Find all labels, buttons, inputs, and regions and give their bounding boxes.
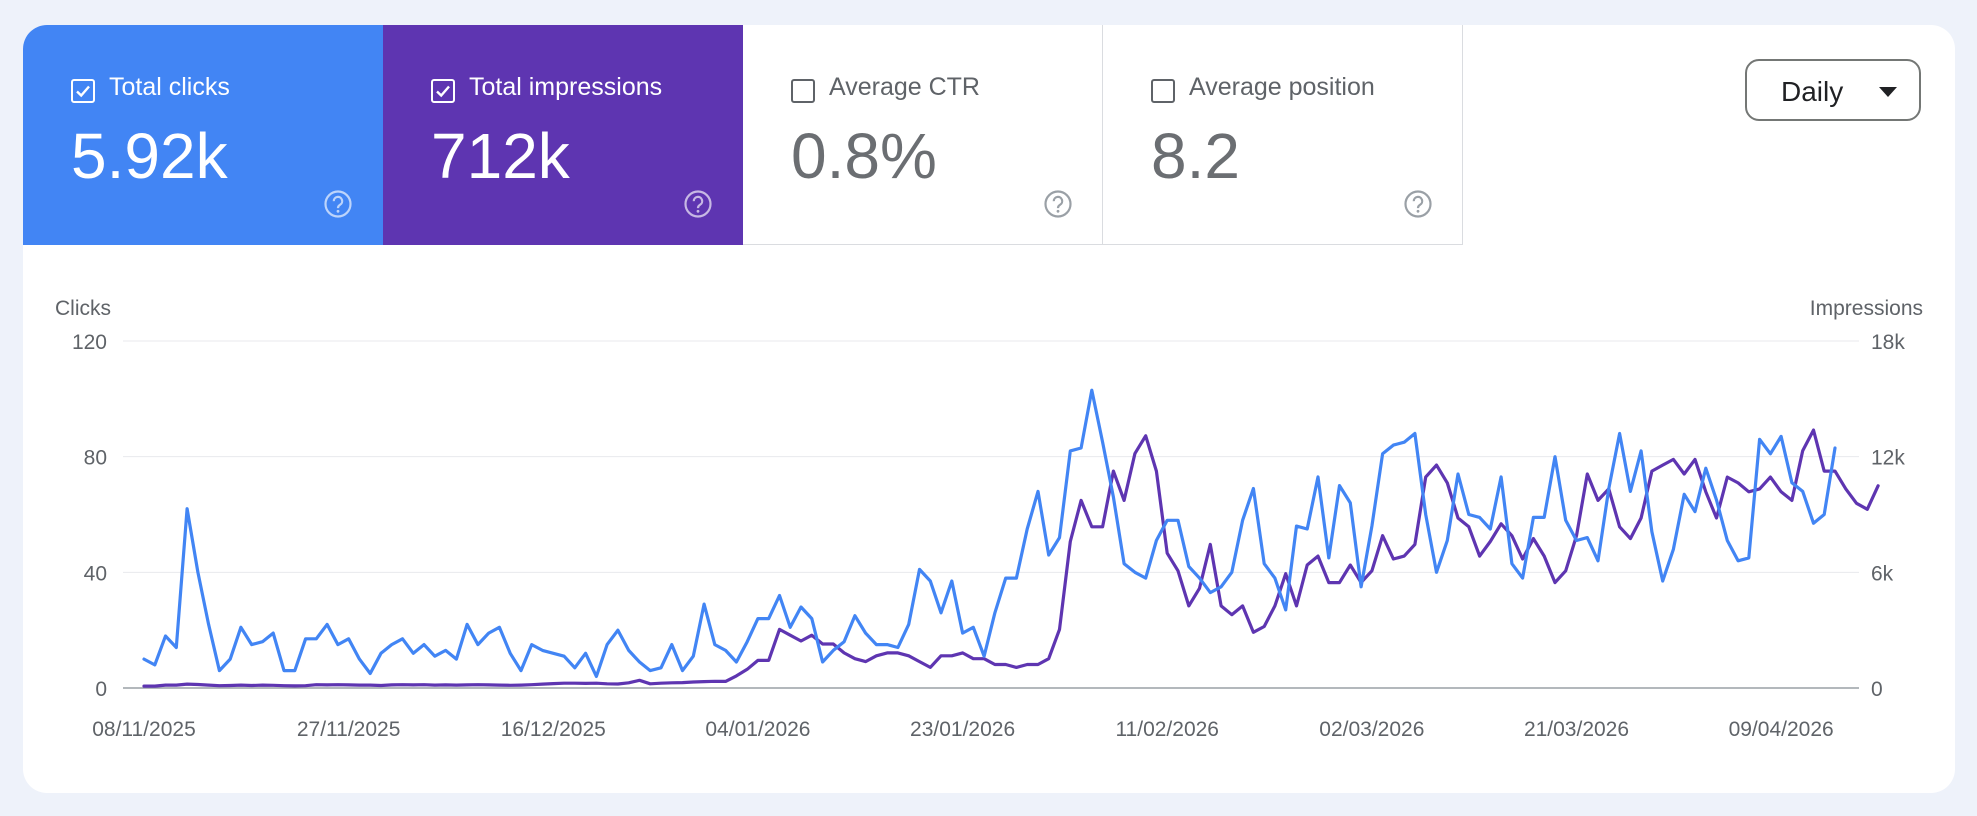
y2-tick-label: 6k (1871, 562, 1894, 585)
help-circle-icon[interactable] (1403, 189, 1433, 219)
x-tick-label: 21/03/2026 (1524, 718, 1629, 741)
y-tick-label: 40 (84, 562, 107, 585)
total-clicks-value: 5.92k (71, 120, 228, 192)
x-tick-label: 23/01/2026 (910, 718, 1015, 741)
x-tick-label: 11/02/2026 (1115, 718, 1219, 741)
y-tick-label: 80 (84, 447, 107, 470)
checkbox-checked-icon (76, 85, 90, 98)
total-clicks-metric[interactable]: Total clicks 5.92k (23, 25, 383, 245)
help-circle-icon[interactable] (1043, 189, 1073, 219)
period-dropdown[interactable]: Daily (1745, 59, 1921, 121)
performance-chart: 0 40 80 120 0 6k 12k 18k Clicks Impressions 08/11/… (55, 297, 1923, 741)
average-ctr-label: Average CTR (829, 73, 980, 101)
y-tick-label: 120 (72, 331, 107, 354)
help-circle-icon[interactable] (323, 189, 353, 219)
y2-tick-label: 0 (1871, 678, 1883, 701)
average-ctr-metric[interactable]: Average CTR 0.8% (743, 25, 1103, 245)
average-ctr-value: 0.8% (791, 120, 937, 192)
average-position-metric[interactable]: Average position 8.2 (1103, 25, 1463, 245)
average-position-value: 8.2 (1151, 120, 1240, 192)
x-tick-label: 08/11/2025 (92, 718, 196, 741)
y2-axis-title: Impressions (1810, 297, 1923, 320)
x-tick-label: 27/11/2025 (297, 718, 401, 741)
total-impressions-checkbox[interactable] (431, 79, 455, 103)
total-impressions-metric[interactable]: Total impressions 712k (383, 25, 743, 245)
total-clicks-checkbox[interactable] (71, 79, 95, 103)
total-clicks-label: Total clicks (109, 73, 230, 101)
x-tick-label: 09/04/2026 (1729, 718, 1834, 741)
average-position-label: Average position (1189, 73, 1375, 101)
caret-down-icon (1879, 87, 1897, 97)
x-tick-label: 16/12/2025 (501, 718, 606, 741)
average-ctr-checkbox[interactable] (791, 79, 815, 103)
total-impressions-label: Total impressions (469, 73, 663, 101)
help-circle-icon[interactable] (683, 189, 713, 219)
total-impressions-value: 712k (431, 120, 570, 192)
clicks-series-line (142, 388, 1837, 678)
y-axis-title: Clicks (55, 297, 111, 320)
period-dropdown-label: Daily (1781, 76, 1844, 107)
metric-tabs: Total clicks 5.92k Total impressions 712… (23, 25, 1463, 245)
checkbox-checked-icon (436, 85, 450, 98)
y-tick-label: 0 (95, 678, 107, 701)
x-tick-label: 04/01/2026 (705, 718, 810, 741)
x-tick-label: 02/03/2026 (1319, 718, 1424, 741)
impressions-series-line (142, 428, 1880, 688)
y2-tick-label: 18k (1871, 331, 1905, 354)
y2-tick-label: 12k (1871, 447, 1905, 470)
average-position-checkbox[interactable] (1151, 79, 1175, 103)
performance-card: Total clicks 5.92k Total impressions 712… (23, 25, 1955, 793)
